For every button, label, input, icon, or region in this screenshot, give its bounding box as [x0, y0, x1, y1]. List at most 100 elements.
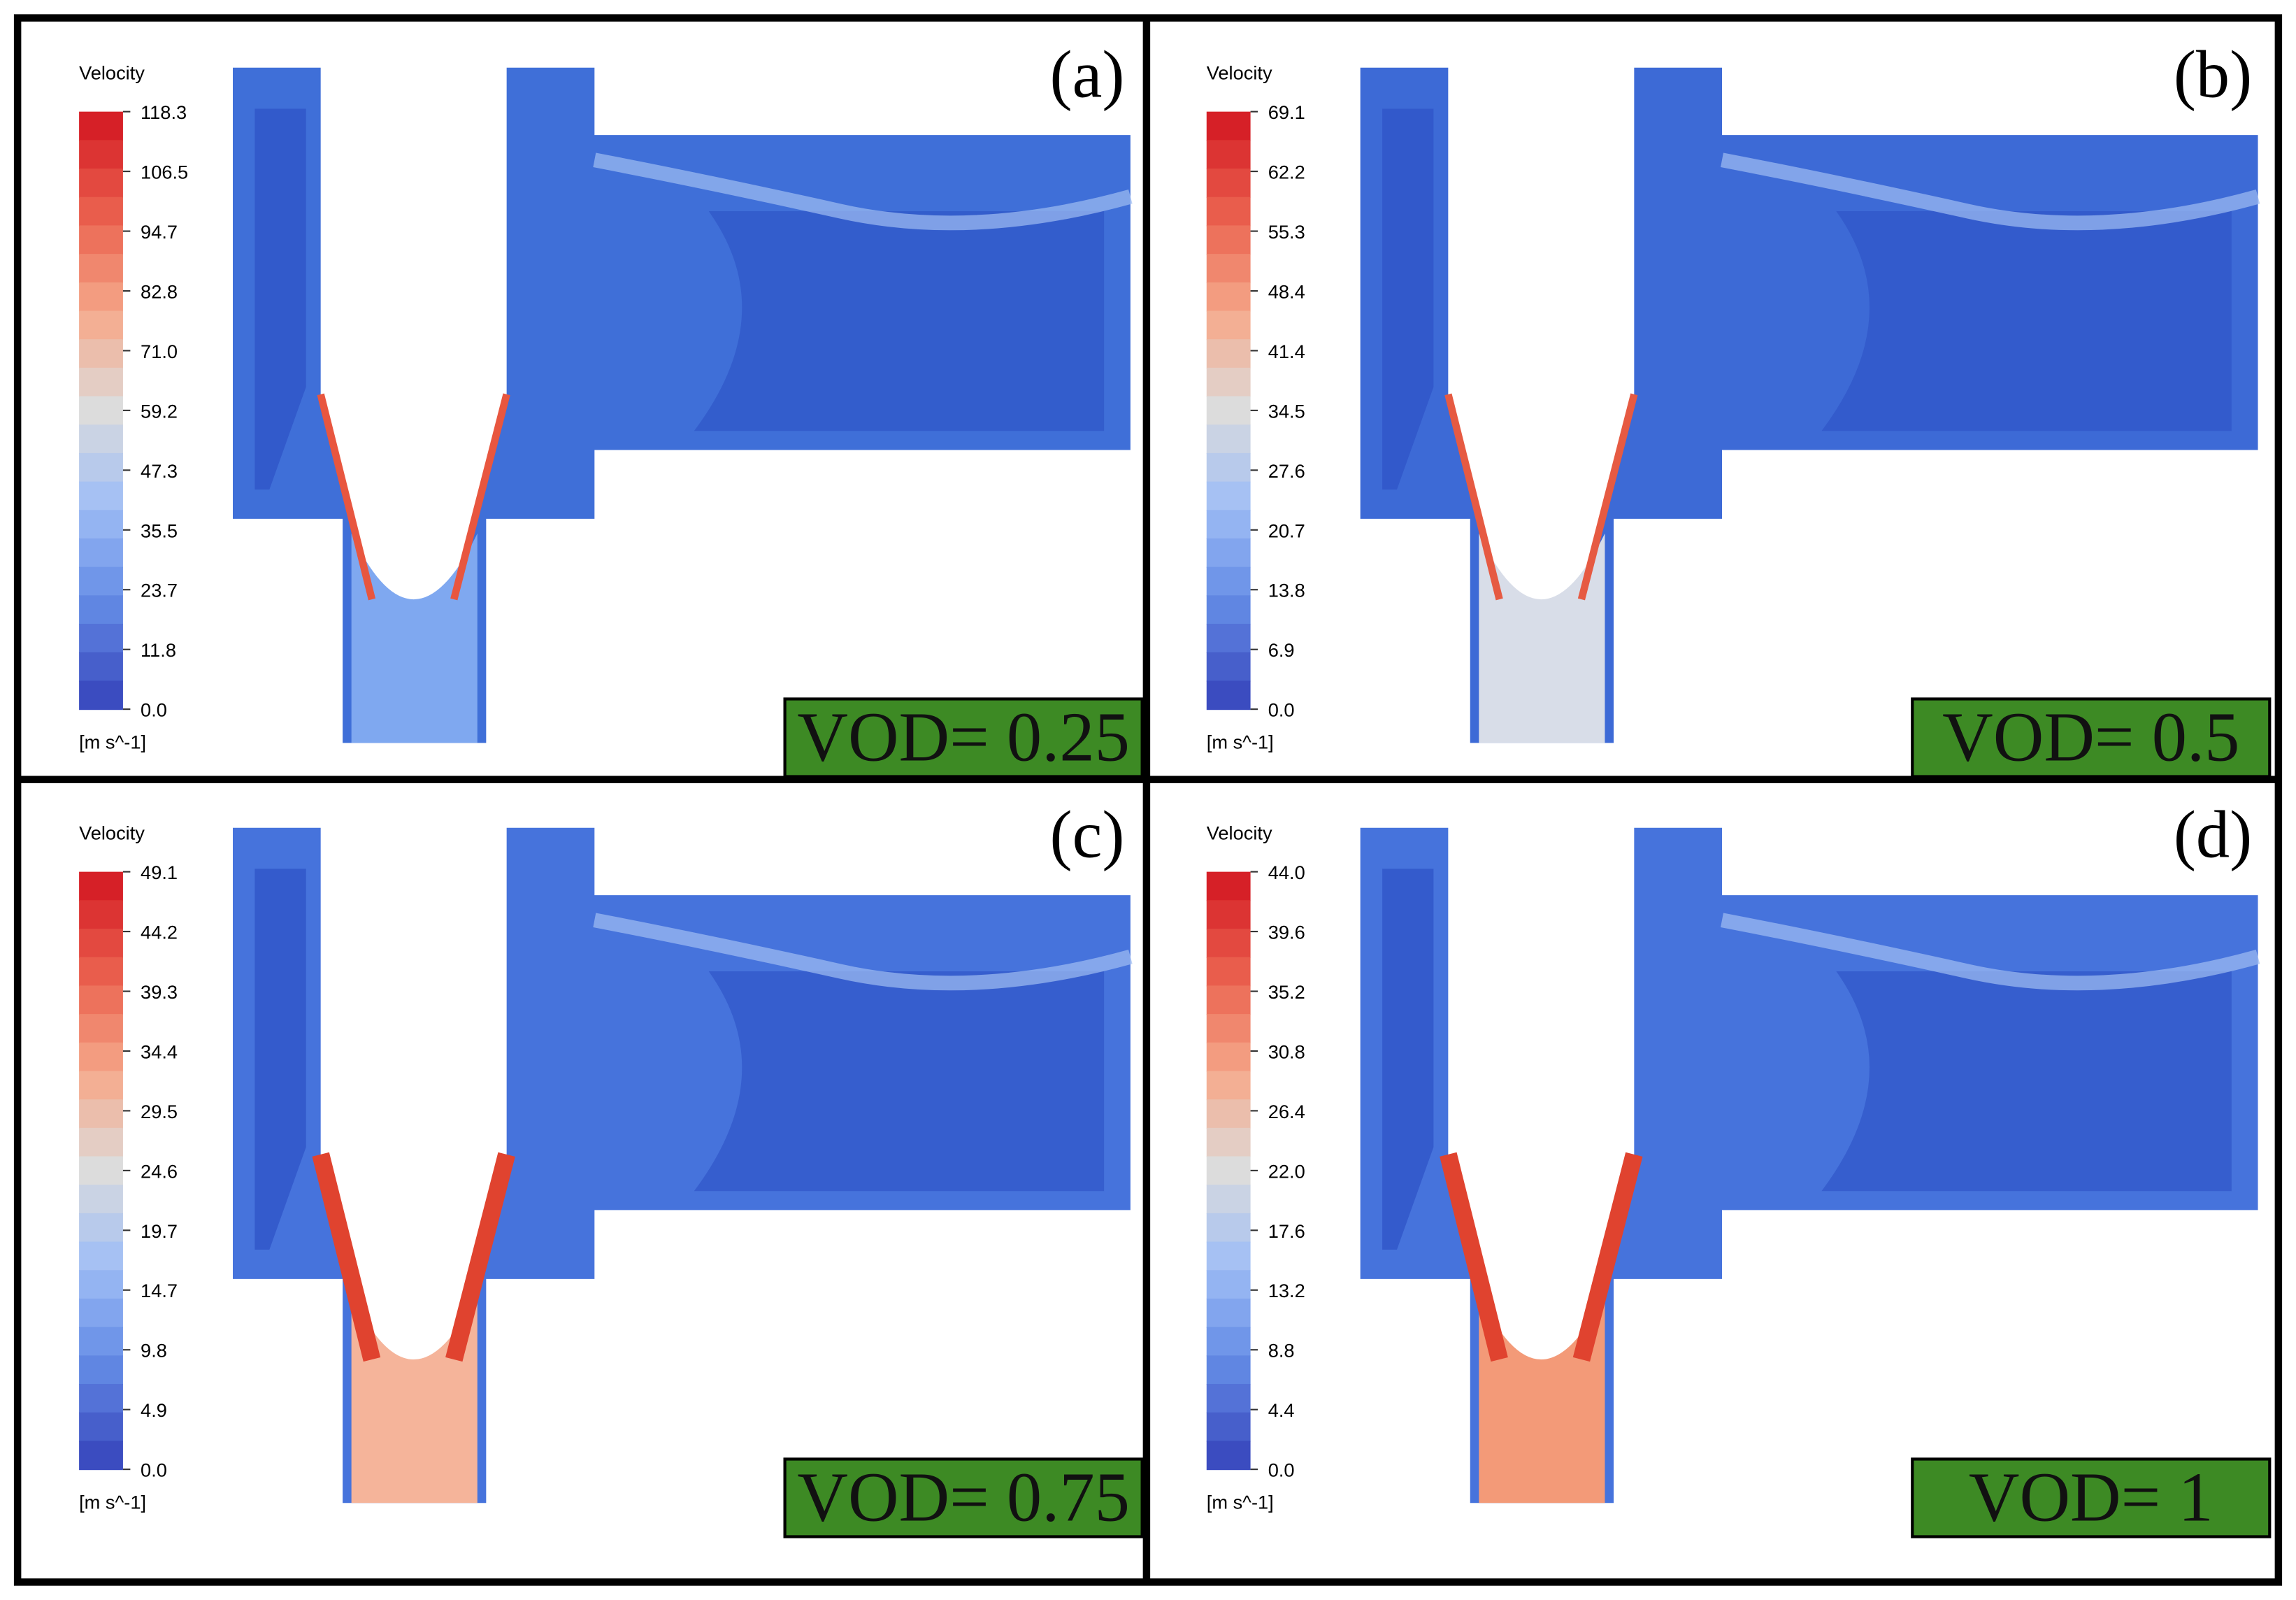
colorbar-band	[79, 1042, 123, 1072]
caption-box	[783, 1457, 1144, 1538]
outlet-flow	[1479, 1293, 1605, 1503]
colorbar-band	[1206, 1127, 1251, 1157]
colorbar-band	[1206, 1241, 1251, 1271]
colorbar-band	[79, 985, 123, 1015]
caption: VOD= 0.25	[797, 697, 1130, 776]
legend-title: Velocity	[79, 62, 145, 84]
colorbar-band	[1206, 1270, 1251, 1300]
colorbar-band	[79, 111, 123, 141]
colorbar-band	[1206, 957, 1251, 987]
colorbar-tick-label: 94.7	[141, 221, 178, 243]
colorbar-band	[1206, 566, 1251, 597]
colorbar-band	[79, 1327, 123, 1357]
colorbar-tick-label: 26.4	[1268, 1101, 1305, 1122]
colorbar-band	[1206, 1014, 1251, 1043]
colorbar-tick-label: 20.7	[1268, 520, 1305, 541]
colorbar-band	[79, 282, 123, 312]
caption-box	[1911, 697, 2272, 778]
colorbar-tick-label: 29.5	[141, 1101, 178, 1122]
colorbar-band	[79, 1185, 123, 1214]
colorbar-band	[1206, 396, 1251, 426]
colorbar-band	[79, 957, 123, 987]
legend-title: Velocity	[1207, 822, 1272, 844]
colorbar-band	[1206, 225, 1251, 255]
panel-label: (d)	[2174, 797, 2252, 872]
colorbar-tick-label: 23.7	[141, 580, 178, 601]
shear-layer	[1721, 913, 2260, 991]
low-velocity-zone	[1821, 971, 2232, 1192]
outlet-flow	[1479, 533, 1605, 743]
colorbar-band	[79, 1241, 123, 1271]
colorbar-tick-label: 34.5	[1268, 400, 1305, 422]
panel: Velocity 49.1 44.2 39.3 34.4 29.5 24.6 19.7 14.7…	[79, 797, 1144, 1538]
colorbar-tick-label: 118.3	[141, 101, 187, 123]
colorbar-band	[79, 225, 123, 255]
colorbar-tick-label: 39.3	[141, 981, 178, 1003]
colorbar-tick-label: 62.2	[1268, 162, 1305, 183]
colorbar-band	[1206, 1412, 1251, 1442]
colorbar-tick-label: 11.8	[141, 639, 176, 661]
colorbar-band	[79, 1270, 123, 1300]
colorbar-tick-label: 82.8	[141, 280, 178, 302]
colorbar-band	[79, 510, 123, 540]
colorbar-band	[1206, 1099, 1251, 1129]
colorbar-band	[1206, 624, 1251, 653]
low-velocity-zone	[254, 869, 306, 1250]
colorbar-tick-label: 13.2	[1268, 1280, 1305, 1301]
legend-unit: [m s^-1]	[1207, 1492, 1274, 1513]
jet-left	[1440, 1152, 1508, 1362]
colorbar-tick-label: 47.3	[141, 460, 178, 482]
colorbar-band	[1206, 871, 1251, 901]
low-velocity-zone	[694, 971, 1105, 1192]
colorbar-tick-label: 35.2	[1268, 981, 1305, 1003]
colorbar-band	[1206, 680, 1251, 710]
colorbar-tick-label: 69.1	[1268, 101, 1305, 123]
colorbar-tick-label: 13.8	[1268, 580, 1305, 601]
colorbar-band	[79, 871, 123, 901]
colorbar-band	[1206, 197, 1251, 227]
colorbar-band	[79, 566, 123, 597]
caption: VOD= 1	[1969, 1457, 2214, 1536]
low-velocity-zone	[694, 211, 1105, 431]
colorbar-band	[79, 1355, 123, 1385]
colorbar-tick-label: 14.7	[141, 1280, 178, 1301]
colorbar-tick-label: 0.0	[141, 1459, 167, 1481]
colorbar-band	[1206, 452, 1251, 483]
legend-unit: [m s^-1]	[1207, 731, 1274, 753]
colorbar-band	[1206, 510, 1251, 540]
colorbar-tick-label: 34.4	[141, 1041, 178, 1062]
panel: Velocity 44.0 39.6 35.2 30.8 26.4 22.0 17.6 13.2…	[1206, 797, 2272, 1538]
colorbar-band	[79, 1099, 123, 1129]
colorbar-band	[1206, 1441, 1251, 1471]
colorbar-tick-label: 8.8	[1268, 1340, 1295, 1362]
colorbar-tick-label: 59.2	[141, 400, 178, 422]
colorbar-tick-label: 27.6	[1268, 460, 1305, 482]
colorbar-band	[1206, 595, 1251, 625]
colorbar-band	[79, 169, 123, 198]
low-velocity-zone	[1382, 108, 1434, 490]
colorbar-tick-label: 0.0	[1268, 1459, 1295, 1481]
caption: VOD= 0.5	[1942, 697, 2239, 776]
colorbar-tick-label: 48.4	[1268, 280, 1305, 302]
colorbar-tick-label: 19.7	[141, 1220, 178, 1242]
shear-layer	[1721, 152, 2260, 231]
colorbar-band	[79, 140, 123, 170]
jet-left	[1444, 393, 1503, 601]
colorbar-tick-label: 4.9	[141, 1399, 167, 1421]
colorbar-band	[79, 367, 123, 397]
outlet-flow	[351, 533, 478, 743]
colorbar-tick-label: 39.6	[1268, 922, 1305, 943]
colorbar-band	[1206, 1213, 1251, 1243]
colorbar-band	[1206, 367, 1251, 397]
colorbar-band	[79, 1156, 123, 1186]
colorbar-band	[1206, 1042, 1251, 1072]
colorbar-band	[79, 900, 123, 930]
colorbar-band	[1206, 652, 1251, 682]
colorbar-band	[1206, 1355, 1251, 1385]
jet-left	[312, 1152, 381, 1362]
colorbar-band	[79, 1014, 123, 1043]
colorbar-tick-label: 55.3	[1268, 221, 1305, 243]
colorbar-band	[1206, 1156, 1251, 1186]
